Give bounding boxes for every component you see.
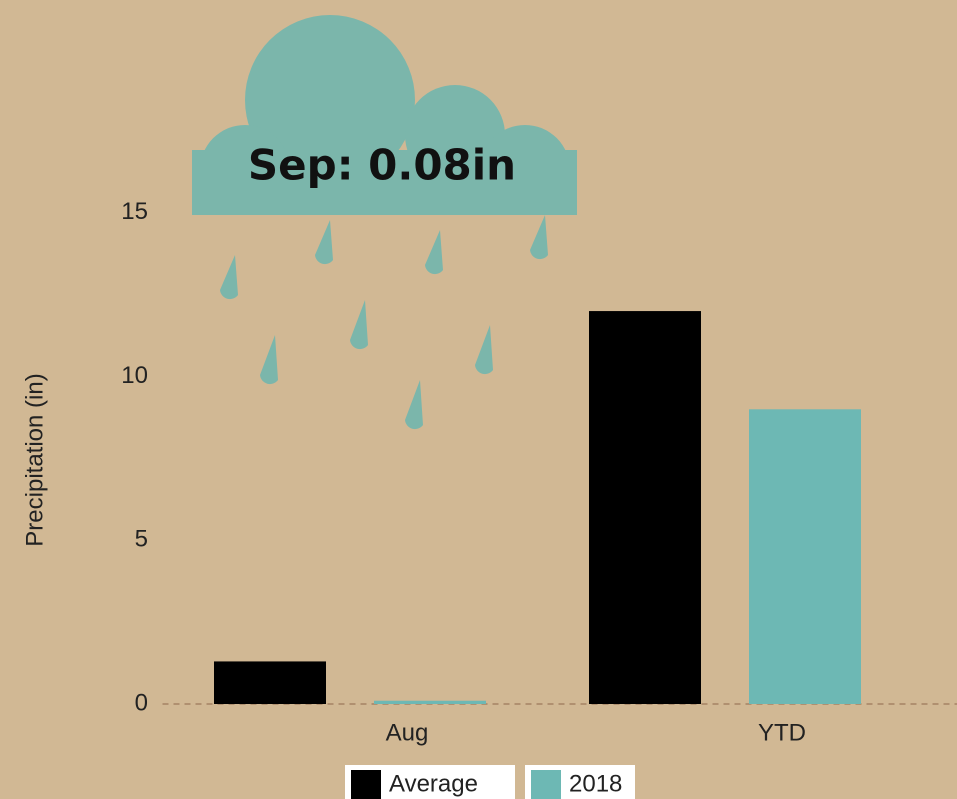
y-tick-label: 15 bbox=[121, 198, 148, 225]
x-tick-label: Aug bbox=[386, 719, 429, 746]
legend-label: Average bbox=[389, 770, 478, 797]
bar bbox=[749, 409, 861, 704]
y-tick-label: 5 bbox=[135, 526, 148, 553]
y-tick-label: 10 bbox=[121, 362, 148, 389]
page: Sep: 0.08in Precipitation (in) 0 5 10 15 Aug… bbox=[0, 0, 957, 799]
bar bbox=[374, 701, 486, 704]
chart: Sep: 0.08in Precipitation (in) 0 5 10 15 Aug… bbox=[0, 0, 957, 799]
legend-label: 2018 bbox=[569, 770, 622, 797]
annotation: Sep: 0.08in bbox=[248, 141, 516, 190]
bar bbox=[589, 311, 701, 704]
bar bbox=[214, 661, 326, 704]
legend-swatch bbox=[351, 770, 381, 799]
y-axis-label: Precipitation (in) bbox=[21, 373, 48, 546]
y-tick-label: 0 bbox=[135, 689, 148, 716]
x-tick-label: YTD bbox=[758, 719, 806, 746]
legend-swatch bbox=[531, 770, 561, 799]
